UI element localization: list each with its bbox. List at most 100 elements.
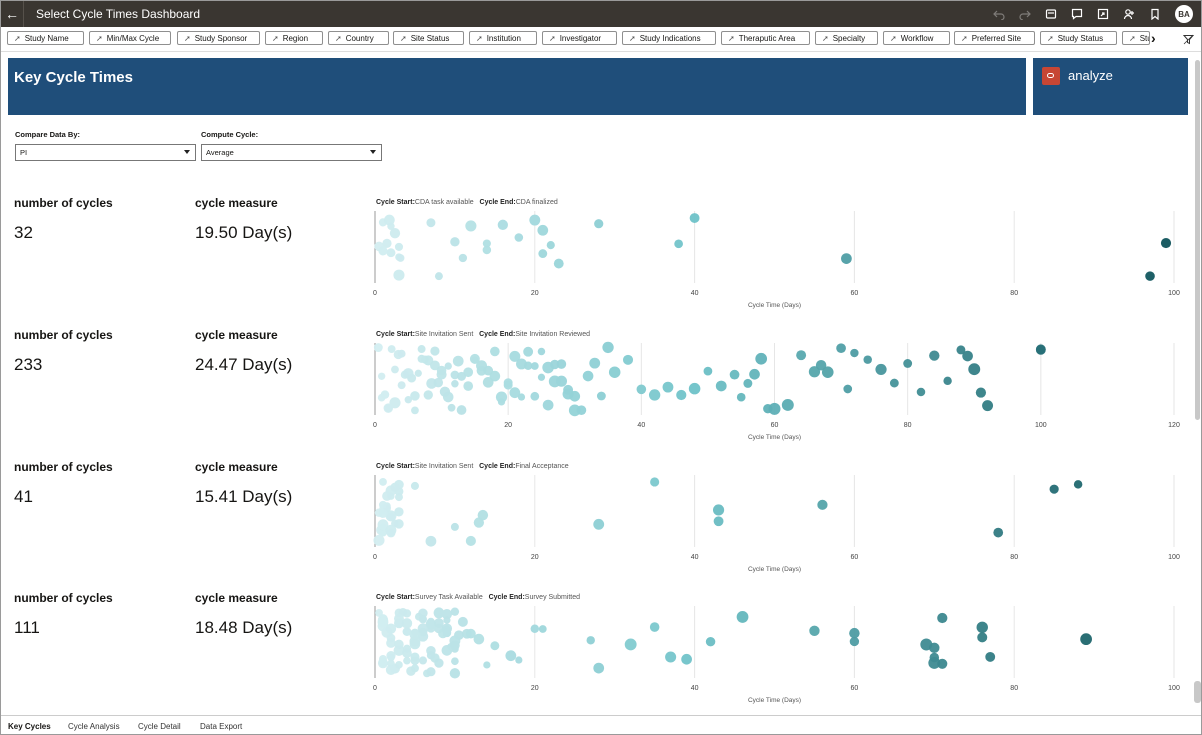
data-point[interactable] (377, 393, 386, 402)
data-point[interactable] (796, 350, 807, 361)
data-point[interactable] (373, 343, 383, 353)
data-point[interactable] (469, 353, 480, 364)
data-point[interactable] (809, 625, 820, 637)
data-point[interactable] (417, 345, 426, 354)
data-point[interactable] (425, 535, 437, 547)
data-point[interactable] (497, 219, 508, 230)
data-point[interactable] (650, 477, 660, 487)
filter-chip[interactable]: ➚ Specialty (815, 31, 878, 45)
data-point[interactable] (482, 376, 494, 388)
chevron-right-icon[interactable]: › (1151, 30, 1156, 46)
data-point[interactable] (402, 609, 412, 618)
data-point[interactable] (451, 657, 459, 666)
filter-chip[interactable]: ➚ Country (328, 31, 389, 45)
data-point[interactable] (409, 638, 421, 650)
filter-chip[interactable]: ➚Stu (1122, 31, 1150, 45)
data-point[interactable] (477, 509, 489, 521)
data-point[interactable] (546, 241, 555, 250)
data-point[interactable] (434, 272, 443, 281)
share-user-icon[interactable] (1119, 4, 1139, 24)
data-point[interactable] (982, 400, 994, 412)
filter-chip[interactable]: ➚ Investigator (542, 31, 617, 45)
data-point[interactable] (705, 636, 716, 647)
data-point[interactable] (503, 378, 513, 388)
data-point[interactable] (962, 350, 973, 362)
data-point[interactable] (523, 346, 534, 357)
data-point[interactable] (821, 366, 834, 378)
data-point[interactable] (410, 656, 420, 666)
data-point[interactable] (441, 645, 453, 656)
data-point[interactable] (404, 396, 412, 404)
filter-chip[interactable]: ➚ Study Name (7, 31, 84, 45)
data-point[interactable] (463, 381, 474, 391)
data-point[interactable] (875, 363, 887, 376)
data-point[interactable] (689, 213, 700, 223)
data-point[interactable] (465, 535, 476, 547)
data-point[interactable] (530, 362, 539, 370)
filter-chip[interactable]: ➚ Study Indications (622, 31, 716, 45)
data-point[interactable] (929, 652, 940, 663)
data-point[interactable] (1035, 344, 1046, 355)
data-point[interactable] (515, 656, 523, 664)
data-point[interactable] (417, 354, 426, 363)
data-point[interactable] (749, 368, 760, 380)
data-point[interactable] (394, 519, 404, 529)
data-point[interactable] (977, 632, 988, 643)
data-point[interactable] (433, 377, 444, 388)
data-point[interactable] (396, 254, 405, 262)
data-point[interactable] (497, 398, 506, 406)
data-point[interactable] (889, 378, 899, 388)
data-point[interactable] (509, 350, 521, 362)
data-point[interactable] (582, 370, 594, 382)
data-point[interactable] (815, 359, 827, 371)
data-point[interactable] (768, 402, 781, 415)
data-point[interactable] (465, 220, 477, 232)
data-point[interactable] (530, 391, 540, 401)
data-point[interactable] (517, 393, 526, 401)
data-point[interactable] (781, 398, 794, 411)
data-point[interactable] (410, 664, 419, 673)
data-point[interactable] (417, 623, 429, 634)
tab-cycle-detail[interactable]: Cycle Detail (138, 722, 181, 731)
data-point[interactable] (444, 362, 452, 370)
data-point[interactable] (441, 609, 453, 620)
data-point[interactable] (429, 360, 440, 371)
data-point[interactable] (676, 389, 687, 401)
data-point[interactable] (542, 399, 554, 411)
data-point[interactable] (589, 357, 601, 369)
filter-chip[interactable]: ➚ Site Status (393, 31, 464, 45)
filter-chip[interactable]: ➚ Study Sponsor (177, 31, 260, 45)
data-point[interactable] (386, 248, 396, 258)
data-point[interactable] (436, 365, 447, 376)
tab-key-cycles[interactable]: Key Cycles (8, 722, 51, 731)
data-point[interactable] (402, 644, 412, 653)
data-point[interactable] (665, 651, 677, 663)
data-point[interactable] (434, 618, 444, 628)
data-point[interactable] (414, 369, 422, 377)
data-point[interactable] (712, 504, 725, 516)
data-point[interactable] (377, 372, 386, 380)
data-point[interactable] (473, 633, 485, 645)
data-point[interactable] (490, 641, 500, 651)
data-point[interactable] (1049, 484, 1059, 494)
data-point[interactable] (553, 258, 564, 269)
data-point[interactable] (715, 380, 727, 392)
filter-chip[interactable]: ➚ Min/Max Cycle (89, 31, 171, 45)
scrollbar-lower-thumb[interactable] (1194, 681, 1201, 703)
data-point[interactable] (458, 253, 468, 263)
data-point[interactable] (593, 518, 605, 530)
data-point[interactable] (576, 405, 587, 416)
data-point[interactable] (622, 354, 634, 365)
data-point[interactable] (993, 527, 1004, 538)
data-point[interactable] (489, 370, 501, 382)
data-point[interactable] (418, 615, 427, 624)
data-point[interactable] (411, 406, 419, 415)
data-point[interactable] (397, 381, 406, 390)
data-point[interactable] (850, 348, 859, 358)
filter-chip[interactable]: ➚ Region (265, 31, 323, 45)
data-point[interactable] (490, 346, 500, 357)
data-point[interactable] (391, 365, 399, 374)
data-point[interactable] (378, 500, 388, 509)
data-point[interactable] (410, 391, 420, 401)
data-point[interactable] (943, 376, 952, 386)
